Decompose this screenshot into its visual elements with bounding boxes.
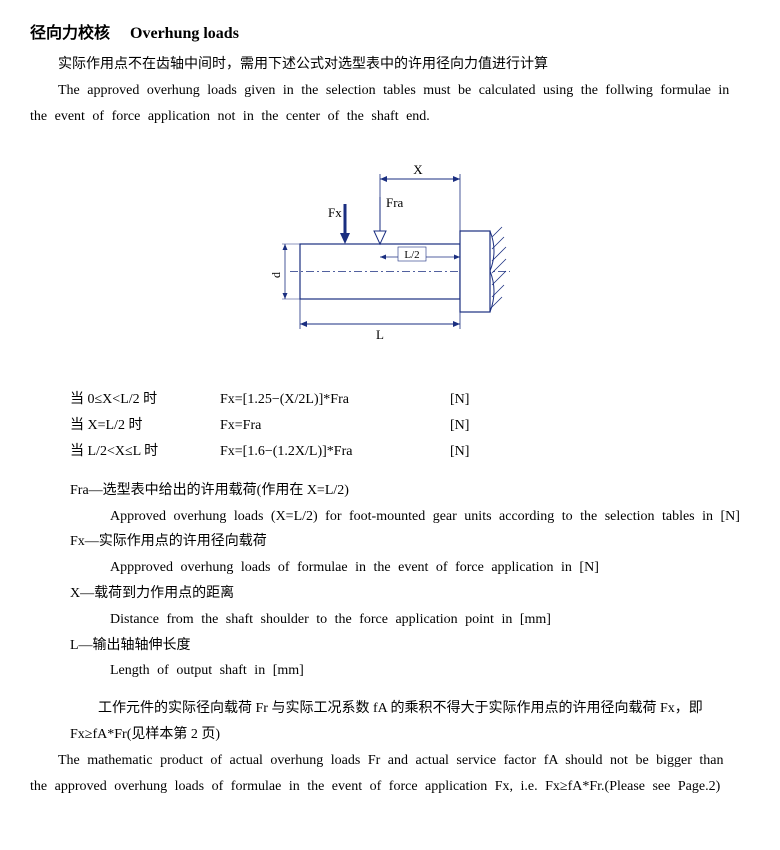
heading-cn: 径向力校核 [30, 25, 110, 42]
table-row: 当 0≤X<L/2 时 Fx=[1.25−(X/2L)]*Fra [N] [70, 387, 530, 413]
definition-desc-en: Approved overhung loads (X=L/2) for foot… [110, 505, 750, 529]
definition-desc-en: Appproved overhung loads of formulae in … [110, 556, 750, 580]
formula-expression: Fx=[1.6−(1.2X/L)]*Fra [220, 439, 450, 465]
definition-label: Fx—实际作用点的许用径向载荷 [70, 530, 750, 554]
intro-en-line2: the event of force application not in th… [30, 105, 750, 129]
formula-condition: 当 X=L/2 时 [70, 413, 220, 439]
definition-label: L—输出轴轴伸长度 [70, 634, 750, 658]
closing-en-line2: the approved overhung loads of formulae … [30, 775, 750, 799]
definition-label: X—载荷到力作用点的距离 [70, 582, 750, 606]
intro-en-line1: The approved overhung loads given in the… [30, 79, 750, 103]
definition-fx: Fx—实际作用点的许用径向载荷 [70, 530, 750, 554]
formula-condition: 当 L/2<X≤L 时 [70, 439, 220, 465]
formula-unit: [N] [450, 387, 530, 413]
closing-cn-line2: Fx≥fA*Fr(见样本第 2 页) [70, 723, 750, 747]
formula-unit: [N] [450, 439, 530, 465]
definition-desc-en: Distance from the shaft shoulder to the … [110, 608, 750, 632]
formula-unit: [N] [450, 413, 530, 439]
svg-text:L: L [376, 327, 384, 342]
heading-en: Overhung loads [130, 25, 239, 42]
section-heading: 径向力校核 Overhung loads [30, 20, 750, 47]
formula-condition: 当 0≤X<L/2 时 [70, 387, 220, 413]
definition-l: L—输出轴轴伸长度 [70, 634, 750, 658]
svg-text:X: X [413, 162, 423, 177]
svg-text:Fra: Fra [386, 195, 404, 210]
svg-text:Fx: Fx [328, 205, 342, 220]
svg-text:d: d [269, 272, 283, 278]
definition-x: X—载荷到力作用点的距离 [70, 582, 750, 606]
formula-expression: Fx=[1.25−(X/2L)]*Fra [220, 387, 450, 413]
definition-desc-en: Length of output shaft in [mm] [110, 659, 750, 683]
table-row: 当 X=L/2 时 Fx=Fra [N] [70, 413, 530, 439]
closing-en-line1: The mathematic product of actual overhun… [30, 749, 750, 773]
svg-text:L/2: L/2 [404, 249, 419, 261]
table-row: 当 L/2<X≤L 时 Fx=[1.6−(1.2X/L)]*Fra [N] [70, 439, 530, 465]
formula-table: 当 0≤X<L/2 时 Fx=[1.25−(X/2L)]*Fra [N] 当 X… [70, 387, 530, 464]
definition-label: Fra—选型表中给出的许用载荷(作用在 X=L/2) [70, 479, 750, 503]
closing-cn-line1: 工作元件的实际径向载荷 Fr 与实际工况系数 fA 的乘积不得大于实际作用点的许… [70, 697, 750, 721]
intro-cn: 实际作用点不在齿轴中间时，需用下述公式对选型表中的许用径向力值进行计算 [30, 53, 750, 77]
definition-fra: Fra—选型表中给出的许用载荷(作用在 X=L/2) [70, 479, 750, 503]
shaft-diagram: X Fx Fra L/2 d L [30, 159, 750, 358]
formula-expression: Fx=Fra [220, 413, 450, 439]
